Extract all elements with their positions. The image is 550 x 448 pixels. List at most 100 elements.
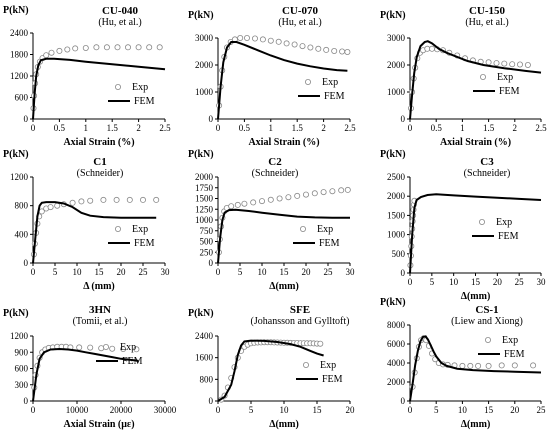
x-tick-label: 0 [408,405,413,415]
panel-3: 0 5 10 15 20 25 30 0 400 800 1200 P(kN) Δ (mm) C1(Sch… [3,149,170,292]
y-tick-label: 0 [209,114,214,124]
panel-subtitle: (Hu, et al.) [465,17,508,28]
x-tick-label: 25 [324,267,334,277]
panel-subtitle: (Hu, et al.) [278,17,321,28]
y-tick-label: 4000 [387,358,406,368]
exp-data-point [241,200,248,207]
x-tick-label: 20 [346,405,356,415]
fem-curve [32,347,139,402]
exp-data-point [267,196,274,203]
exp-data-point [100,196,107,203]
exp-data-point [114,44,121,51]
panel-title: 3HN [89,304,111,316]
fem-curve [217,41,348,120]
y-tick-label: 1750 [195,183,214,193]
exp-data-point [311,190,318,197]
x-axis-label: Δ (mm) [83,281,115,292]
panel-title: CS-1 [475,304,498,316]
y-tick-label: 750 [200,226,214,236]
exp-data-point [509,61,516,68]
y-tick-label: 1800 [10,50,29,60]
x-tick-label: 0 [408,123,413,133]
panel-title: SFE [290,304,310,316]
x-tick-label: 15 [95,267,105,277]
x-tick-label: 15 [280,267,290,277]
exp-data-point [98,345,105,352]
x-tick-label: 2 [321,123,326,133]
exp-data-point [493,60,500,67]
x-tick-label: 15 [484,405,494,415]
x-tick-label: 0.5 [239,123,251,133]
exp-data-point [259,36,266,43]
fem-curve [409,40,542,120]
y-tick-label: 600 [15,364,29,374]
x-tick-label: 15 [471,277,481,287]
exp-data-point [250,199,257,206]
x-axis-label: Axial Strain (με) [63,419,134,430]
y-tick-label: 800 [200,374,214,384]
y-tick-label: 1200 [10,71,29,81]
x-tick-label: 0.5 [54,123,66,133]
y-tick-label: 0 [401,114,406,124]
legend-exp-marker [478,218,485,225]
y-tick-label: 0 [209,258,214,268]
exp-data-point [485,59,492,66]
exp-data-point [498,362,505,369]
exp-data-point [69,199,76,206]
x-tick-label: 0 [408,277,413,287]
x-tick-label: 10 [73,267,83,277]
y-axis-label: P(kN) [3,308,29,319]
y-tick-label: 2000 [387,60,406,70]
x-tick-label: 30 [537,277,547,287]
exp-data-point [243,35,250,42]
exp-data-point [258,198,265,205]
panel-subtitle: (Liew and Xiong) [451,316,523,327]
x-tick-label: 2 [513,123,518,133]
legend-exp-label: Exp [317,224,333,235]
fem-curve [409,335,542,402]
exp-data-point [339,48,346,55]
exp-data-point [133,346,140,353]
exp-data-point [530,362,537,369]
legend-exp-marker [302,361,309,368]
exp-data-point [344,49,351,56]
legend-fem-label: FEM [504,349,525,360]
legend-exp-label: Exp [320,360,336,371]
exp-data-point [153,196,160,203]
y-tick-label: 800 [15,201,29,211]
x-tick-label: 5 [238,267,243,277]
exp-data-point [285,194,292,201]
y-tick-label: 2000 [387,377,406,387]
legend-fem-label: FEM [322,374,343,385]
y-tick-label: 1250 [195,204,214,214]
exp-data-point [338,187,345,194]
x-tick-label: 10 [449,277,459,287]
x-tick-label: 0 [31,123,36,133]
x-tick-label: 25 [139,267,149,277]
legend-exp-marker [304,79,311,86]
y-axis-label: P(kN) [380,149,406,160]
x-tick-label: 20 [493,277,503,287]
y-axis-label: P(kN) [188,10,214,21]
exp-data-point [323,46,330,53]
exp-data-point [501,60,508,67]
x-tick-label: 0 [31,267,36,277]
exp-data-point [291,41,298,48]
y-tick-label: 2000 [195,172,214,182]
y-axis-label: P(kN) [380,10,406,21]
x-tick-label: 15 [313,405,323,415]
legend-exp-marker [484,336,491,343]
x-tick-label: 1 [460,123,465,133]
exp-data-point [56,47,63,54]
exp-data-point [47,204,54,211]
y-tick-label: 0 [24,114,29,124]
y-tick-label: 1500 [387,210,406,220]
panel-8: 0 5 10 15 20 25 0 2000 4000 6000 8000 P(kN) Δ(mm) CS-… [380,297,546,430]
exp-data-point [302,191,309,198]
exp-data-point [511,362,518,369]
exp-data-point [78,198,85,205]
exp-data-point [344,186,351,193]
y-axis-label: P(kN) [3,5,29,16]
legend-fem-label: FEM [499,86,520,97]
legend-exp-label: Exp [322,77,338,88]
